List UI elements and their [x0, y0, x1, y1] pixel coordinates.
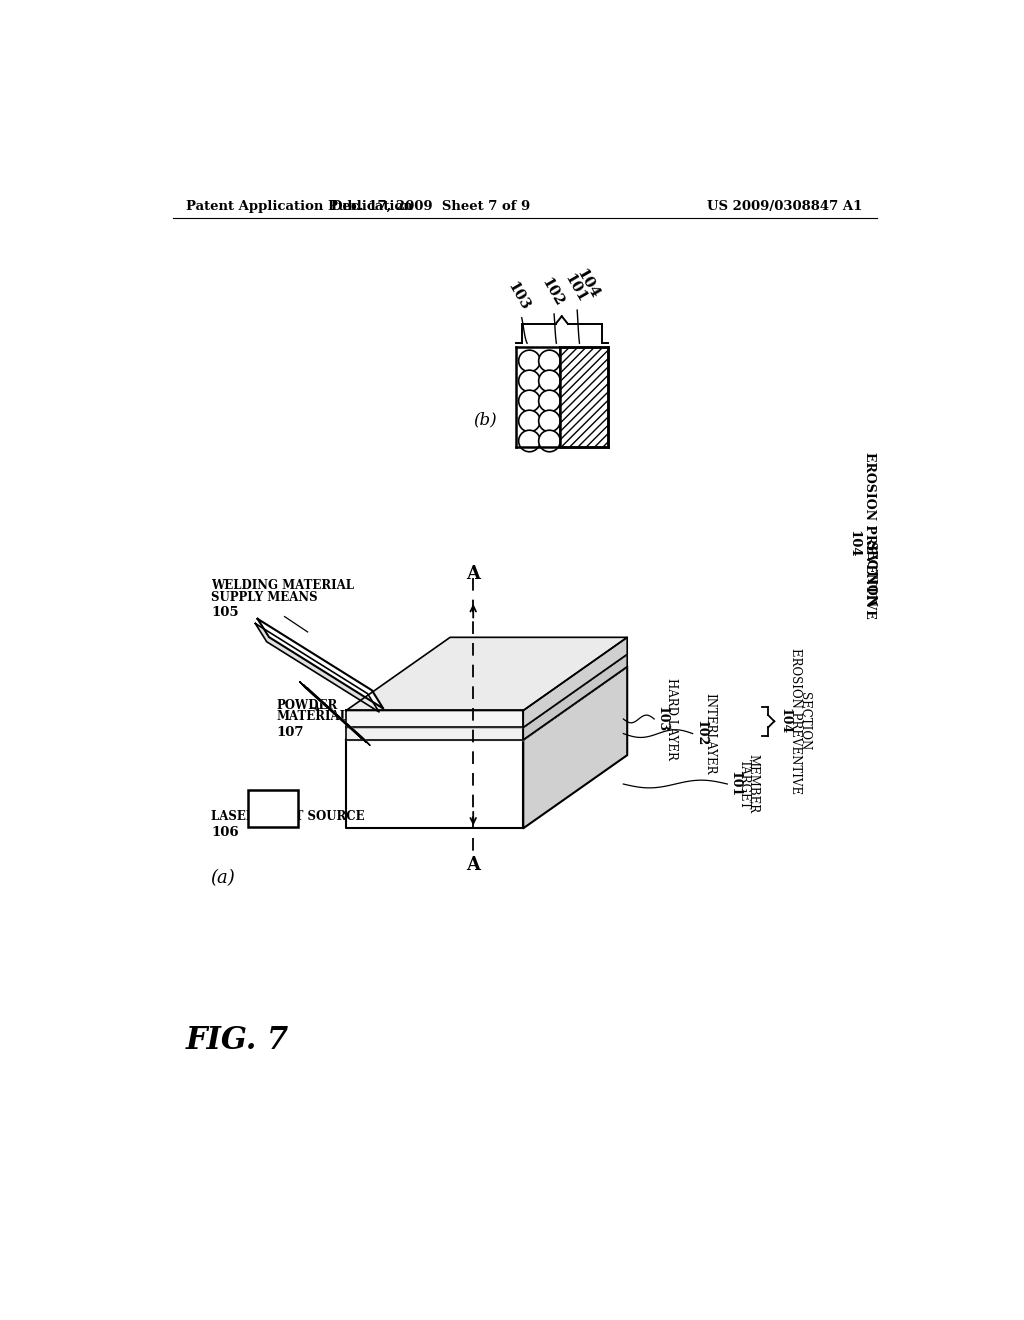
Text: HARD LAYER: HARD LAYER [665, 678, 678, 760]
Polygon shape [346, 638, 628, 710]
Text: 101: 101 [729, 771, 741, 797]
Text: INTERLAYER: INTERLAYER [703, 693, 717, 775]
Polygon shape [523, 655, 628, 739]
Text: EROSION PREVENTIVE: EROSION PREVENTIVE [863, 453, 877, 619]
Text: POWDER: POWDER [276, 698, 338, 711]
Polygon shape [346, 667, 628, 739]
Text: 102: 102 [694, 721, 708, 747]
Circle shape [539, 350, 560, 372]
Polygon shape [346, 655, 628, 727]
Polygon shape [523, 638, 628, 727]
Polygon shape [307, 688, 370, 746]
Text: FIG. 7: FIG. 7 [186, 1024, 289, 1056]
Text: SECTION: SECTION [863, 541, 877, 607]
Polygon shape [523, 667, 628, 829]
Text: 102: 102 [539, 275, 566, 309]
Text: 104: 104 [779, 708, 792, 734]
Circle shape [518, 411, 541, 432]
Text: 103: 103 [505, 279, 532, 313]
Text: EROSION PREVENTIVE: EROSION PREVENTIVE [788, 648, 802, 795]
Text: US 2009/0308847 A1: US 2009/0308847 A1 [708, 199, 863, 213]
Text: A: A [466, 565, 480, 583]
Text: WELDING MATERIAL: WELDING MATERIAL [211, 579, 354, 593]
Bar [560, 347, 608, 447]
Text: 107: 107 [276, 726, 304, 739]
Circle shape [539, 370, 560, 392]
Polygon shape [346, 739, 523, 829]
Text: SECTION: SECTION [798, 692, 811, 750]
Text: 105: 105 [211, 606, 239, 619]
Text: SUPPLY MEANS: SUPPLY MEANS [211, 591, 318, 603]
Polygon shape [258, 619, 383, 709]
Polygon shape [300, 682, 362, 739]
Text: (a): (a) [211, 870, 236, 887]
Text: 104: 104 [848, 529, 861, 557]
Text: 101: 101 [562, 272, 589, 305]
Text: 104: 104 [573, 267, 601, 301]
Circle shape [518, 391, 541, 412]
Circle shape [518, 370, 541, 392]
Circle shape [539, 430, 560, 451]
Polygon shape [346, 727, 523, 739]
Circle shape [539, 391, 560, 412]
Text: 103: 103 [655, 706, 669, 733]
Text: A: A [466, 857, 480, 874]
Polygon shape [346, 710, 523, 727]
Text: MATERIAL: MATERIAL [276, 710, 349, 723]
Text: Patent Application Publication: Patent Application Publication [186, 199, 413, 213]
Text: (b): (b) [473, 412, 497, 429]
Text: 106: 106 [211, 825, 239, 838]
Text: TARGET: TARGET [738, 759, 751, 809]
Polygon shape [304, 685, 367, 742]
Polygon shape [255, 623, 379, 711]
Text: MEMBER: MEMBER [746, 755, 760, 813]
Text: LASER LIGHT SOURCE: LASER LIGHT SOURCE [211, 810, 365, 824]
Bar [248, 789, 298, 826]
Circle shape [539, 411, 560, 432]
Circle shape [518, 350, 541, 372]
Text: Dec. 17, 2009  Sheet 7 of 9: Dec. 17, 2009 Sheet 7 of 9 [331, 199, 530, 213]
Circle shape [518, 430, 541, 451]
